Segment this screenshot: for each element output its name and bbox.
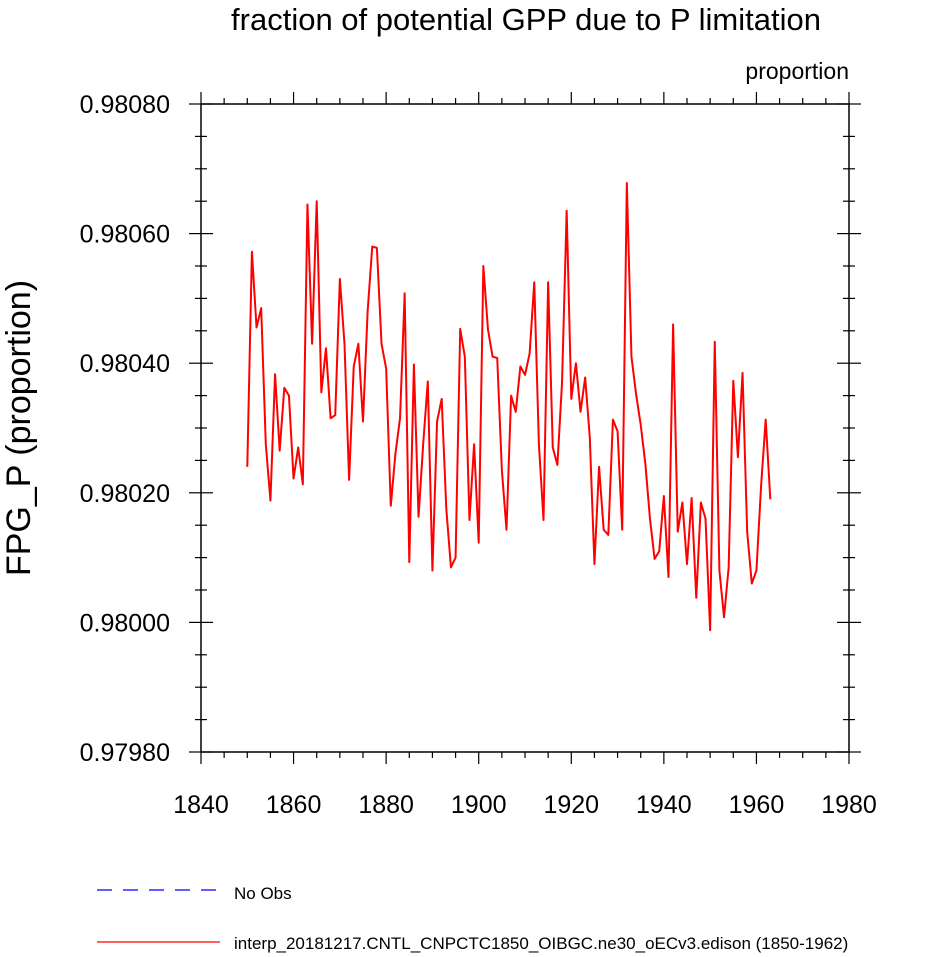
chart-title: fraction of potential GPP due to P limit… (231, 2, 821, 37)
legend-label-no-obs: No Obs (234, 884, 292, 903)
series-line (246, 182, 772, 632)
x-tick-label: 1920 (543, 791, 599, 819)
units-label: proportion (745, 58, 849, 84)
tick-labels: 1840 1860 1880 1900 1920 1940 1960 1980 0.97980 0… (80, 91, 877, 819)
y-tick-label: 0.98040 (80, 350, 170, 378)
x-tick-label: 1840 (173, 791, 229, 819)
y-tick-label: 0.98000 (80, 609, 170, 637)
y-tick-label: 0.98020 (80, 480, 170, 508)
y-tick-label: 0.98080 (80, 91, 170, 119)
legend-label-model: interp_20181217.CNTL_CNPCTC1850_OIBGC.ne… (234, 934, 848, 953)
plot-frame (200, 103, 850, 753)
x-tick-label: 1900 (451, 791, 507, 819)
y-tick-label: 0.97980 (80, 739, 170, 767)
legend: No Obs interp_20181217.CNTL_CNPCTC1850_O… (97, 884, 848, 953)
x-tick-label: 1860 (266, 791, 322, 819)
y-tick-label: 0.98060 (80, 221, 170, 249)
y-axis-label: FPG_P (proportion) (0, 280, 38, 576)
x-tick-label: 1980 (821, 791, 877, 819)
series-group (246, 182, 772, 632)
x-tick-label: 1880 (358, 791, 414, 819)
x-tick-label: 1940 (636, 791, 692, 819)
x-tick-label: 1960 (729, 791, 785, 819)
